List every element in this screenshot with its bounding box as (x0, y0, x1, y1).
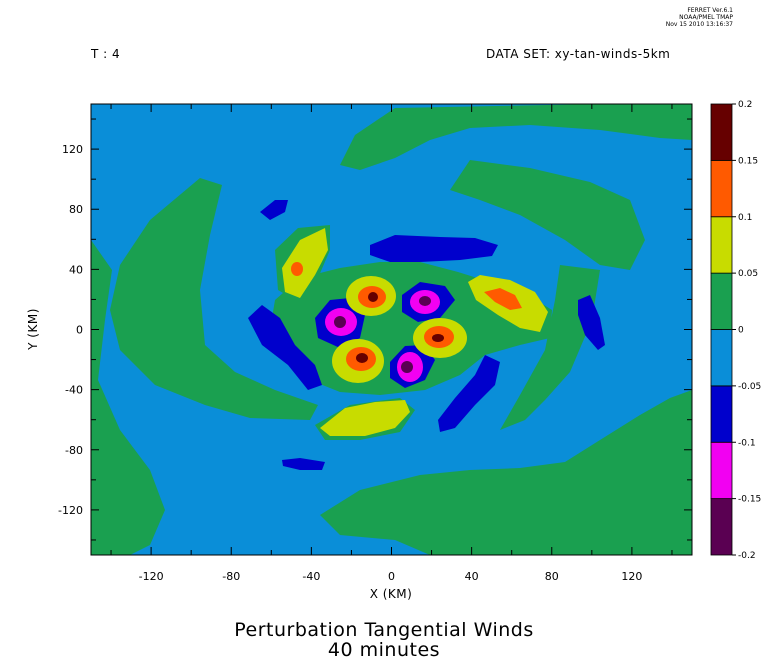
green-arm-right (450, 160, 645, 270)
colorbar-label: 0.1 (738, 213, 752, 223)
x-tick-label: -120 (139, 570, 164, 583)
x-tick-label: -80 (222, 570, 240, 583)
positive-highlight-patches (282, 228, 548, 436)
chart-title: Perturbation Tangential Winds (234, 619, 534, 641)
extreme-negative-cores (334, 296, 431, 373)
contour-field (91, 104, 692, 555)
y-axis-label: Y (KM) (26, 308, 40, 351)
time-label: T : 4 (91, 47, 121, 61)
yellow-south (320, 400, 410, 436)
blue-top-band (370, 235, 498, 262)
colorbar-segment (710, 498, 733, 556)
colorbar-label: -0.1 (738, 438, 756, 448)
colorbar-label: -0.15 (738, 495, 761, 505)
green-band-bottom (320, 390, 692, 555)
chart-subtitle: 40 minutes (327, 639, 441, 661)
purple-core-s (401, 361, 413, 373)
blue-small-north (260, 200, 288, 220)
blue-far-east (578, 295, 605, 350)
x-tick-label: 80 (545, 570, 559, 583)
dataset-label: DATA SET: xy-tan-winds-5km (486, 47, 671, 61)
x-axis-label: X (KM) (370, 587, 413, 601)
darkred-core-e (432, 334, 444, 342)
orange-ne-arm (484, 288, 522, 310)
darkred-core-n (368, 292, 378, 302)
green-band-top (340, 104, 692, 170)
x-tick-label: 40 (465, 570, 479, 583)
colorbar-segment (710, 385, 733, 443)
y-tick-label: -80 (65, 444, 83, 457)
colorbar-label: -0.05 (738, 382, 761, 392)
y-tick-label: -120 (58, 504, 83, 517)
colorbar-label: 0.2 (738, 100, 752, 110)
colorbar-label: 0.05 (738, 269, 758, 279)
colorbar-segment (710, 159, 733, 218)
y-tick-label: -40 (65, 384, 83, 397)
blue-east-streak (438, 355, 500, 432)
blue-south-small (282, 458, 325, 470)
x-tick-label: 120 (621, 570, 642, 583)
extreme-positive-cores (356, 292, 444, 363)
stamp-line-2: NOAA/PMEL TMAP (679, 14, 733, 21)
darkred-core-sw (356, 353, 368, 363)
y-tick-label: 40 (69, 263, 83, 276)
blue-west-streak (248, 305, 322, 390)
green-arm-left (110, 178, 318, 420)
colorbar-segment (710, 216, 733, 274)
x-tick-label: -40 (302, 570, 320, 583)
purple-core-ne (419, 296, 431, 306)
colorbar-label: 0.15 (738, 156, 758, 166)
green-left-edge (91, 240, 165, 555)
purple-core-w (334, 316, 346, 328)
colorbar-segment (710, 329, 733, 387)
colorbar: -0.2 -0.15 -0.1 -0.05 0 0.05 0.1 0.15 0.2 (710, 100, 761, 561)
y-tick-label: 0 (76, 324, 83, 337)
green-arm-right-lower (500, 265, 600, 430)
colorbar-segment (710, 103, 733, 161)
stamp-line-1: FERRET Ver.6.1 (687, 7, 733, 14)
version-stamp: FERRET Ver.6.1 NOAA/PMEL TMAP Nov 15 201… (600, 7, 733, 28)
colorbar-label: -0.2 (738, 551, 756, 561)
x-tick-label: 0 (388, 570, 395, 583)
orange-nw (291, 262, 303, 276)
yellow-nw (282, 228, 328, 298)
y-tick-label: 80 (69, 203, 83, 216)
colorbar-segment (710, 441, 733, 500)
stamp-line-3: Nov 15 2010 13:16:37 (665, 21, 733, 28)
colorbar-label: 0 (738, 326, 744, 336)
y-tick-label: 120 (62, 143, 83, 156)
axis-ticks: -120 -80 -40 0 40 80 120 -120 -80 -40 0 40 80 120 (58, 104, 692, 583)
colorbar-segment (710, 272, 733, 330)
